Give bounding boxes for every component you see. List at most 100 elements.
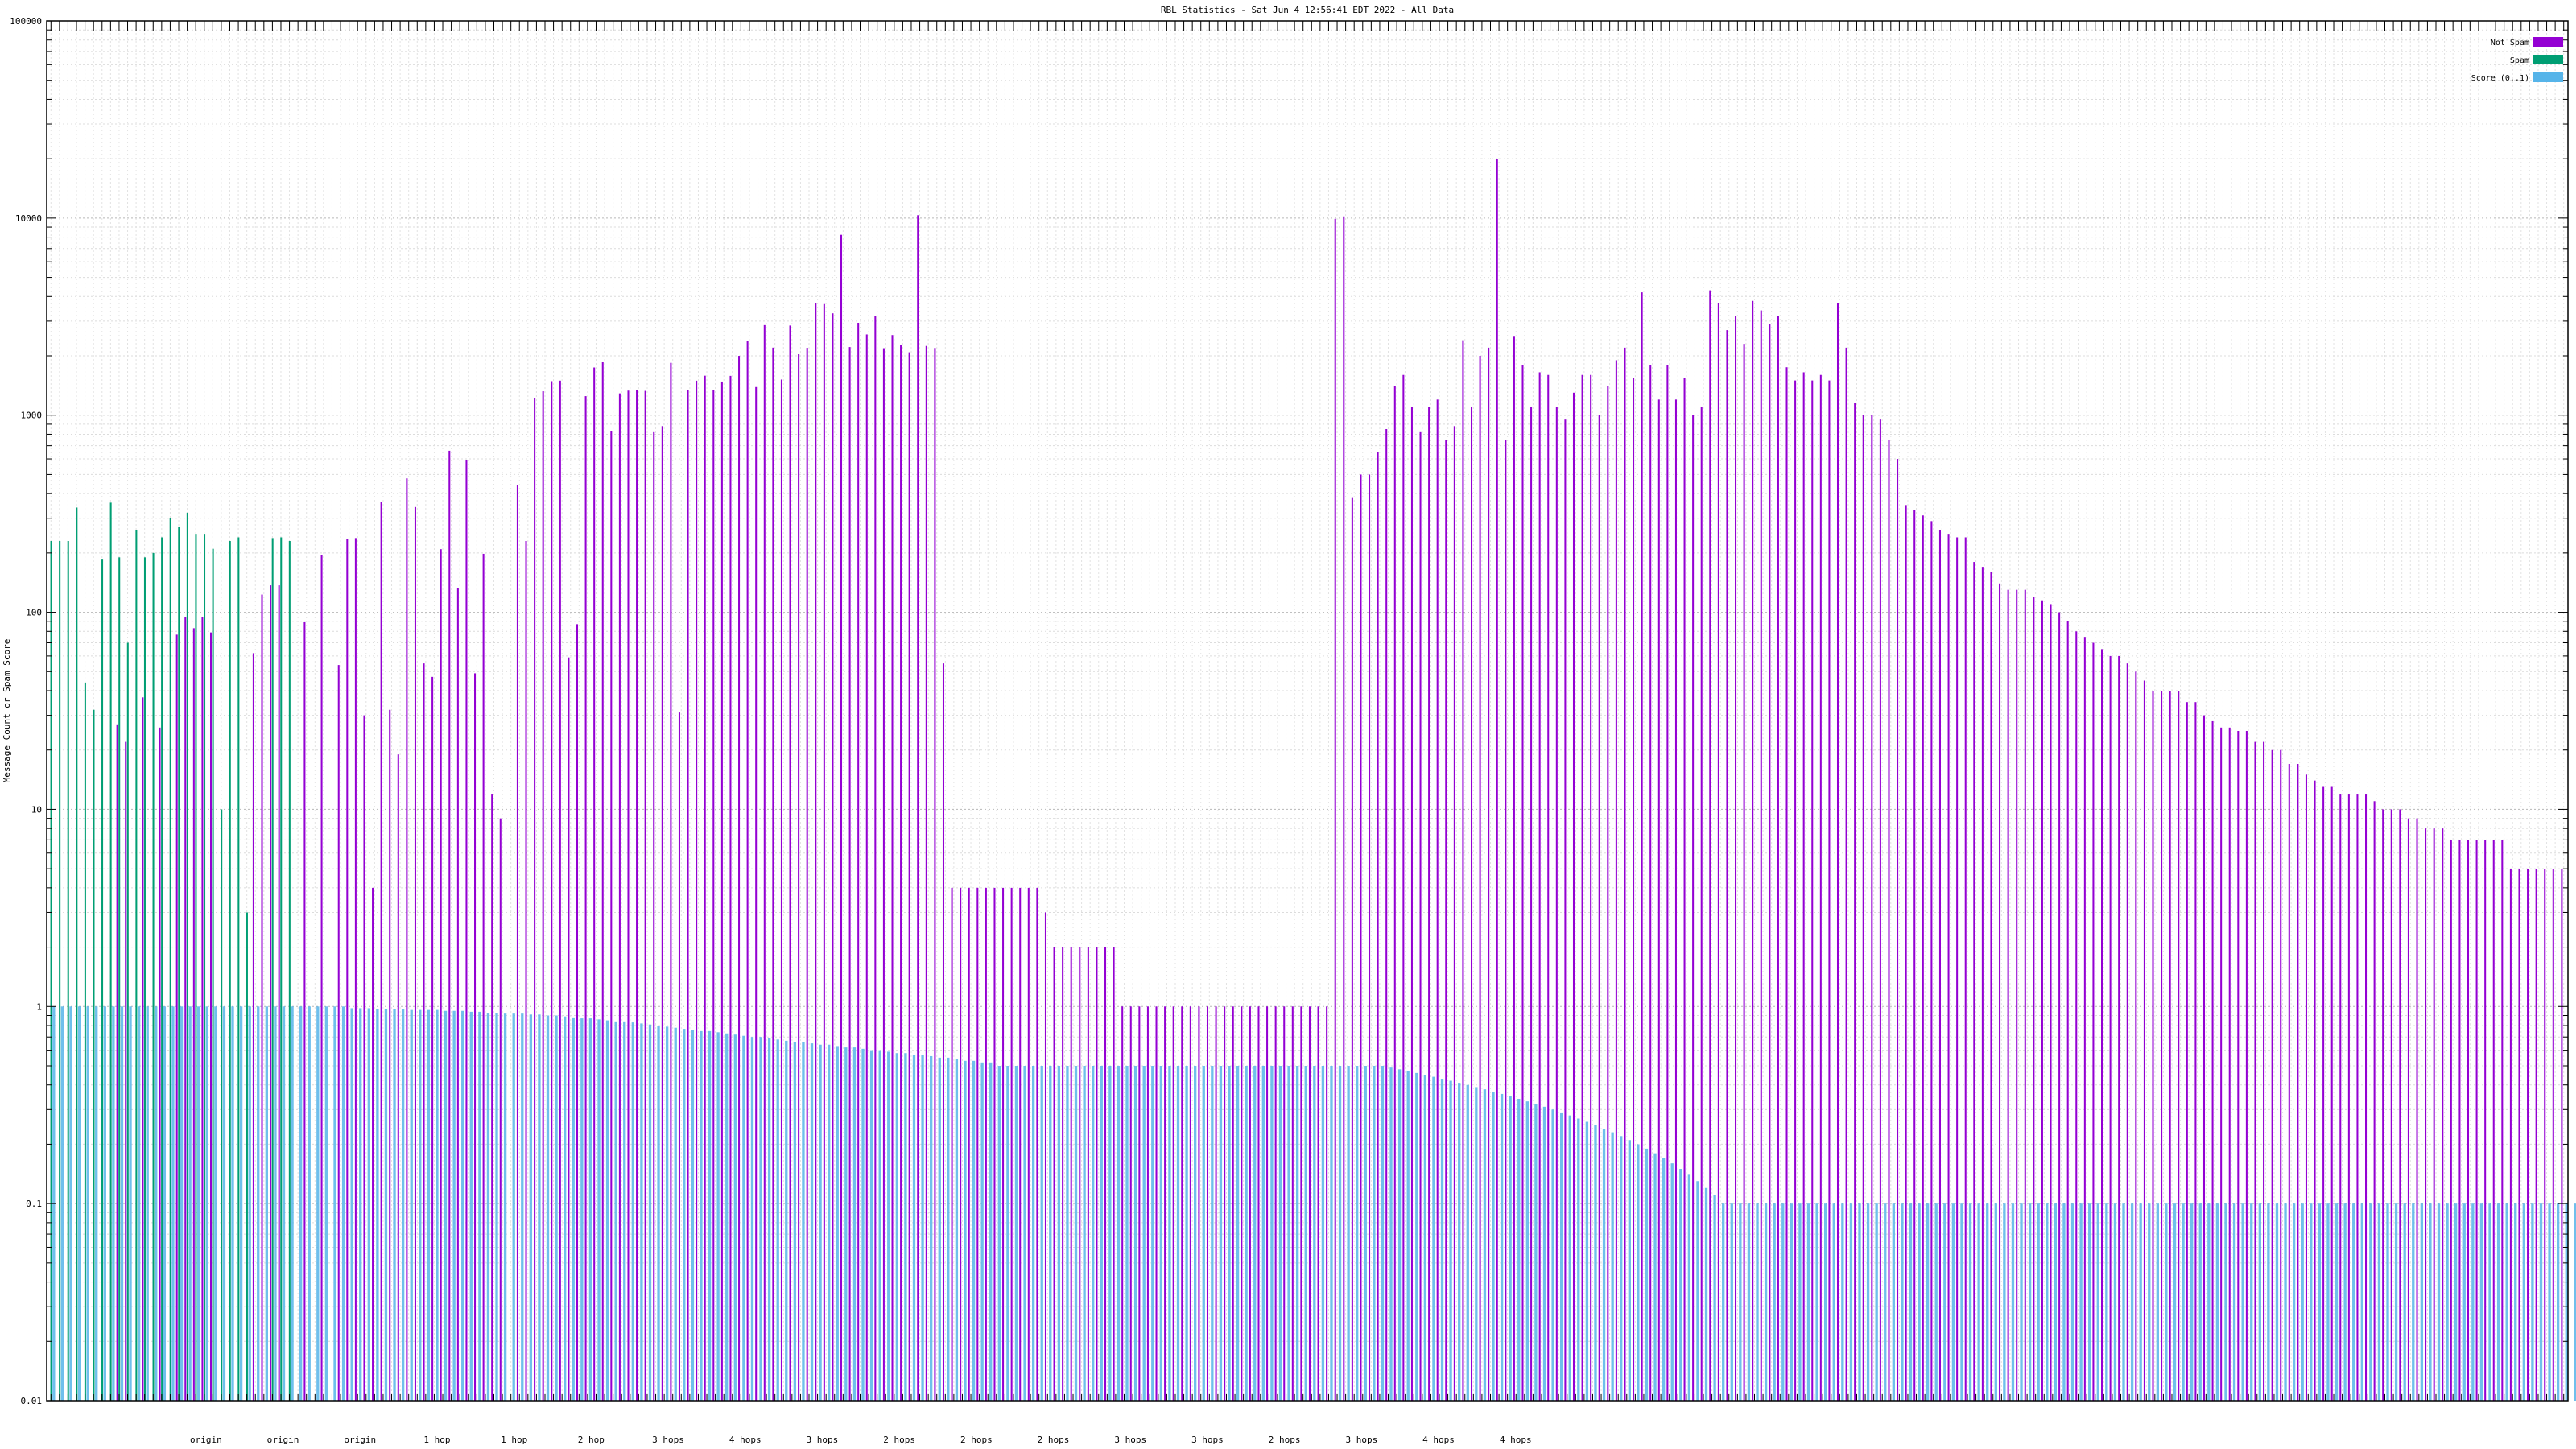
bar-spam-20 [221,809,223,1401]
bar-not-spam-64 [593,367,596,1402]
bar-not-spam-59 [551,381,553,1402]
bar-not-spam-94 [848,347,851,1401]
bar-score-0-1--158 [1397,1069,1402,1401]
bar-score-0-1--240 [2096,1203,2099,1401]
bar-score-0-1--34 [341,1006,345,1401]
bar-not-spam-51 [482,553,485,1401]
bar-score-0-1--76 [700,1030,703,1401]
bar-not-spam-55 [516,485,518,1401]
x-tick-label: origin [344,1435,376,1445]
bar-not-spam-219 [1913,510,1916,1401]
bar-score-0-1--241 [2105,1203,2108,1401]
bar-not-spam-242 [2109,655,2112,1401]
bar-score-0-1--56 [529,1014,533,1401]
bar-score-0-1--2 [69,1006,72,1401]
bar-not-spam-48 [456,588,459,1401]
bar-not-spam-175 [1538,372,1541,1401]
bar-score-0-1--6 [103,1006,106,1401]
bar-score-0-1--66 [614,1021,617,1401]
bar-spam-19 [212,548,214,1401]
bar-score-0-1--26 [274,1006,277,1401]
bar-score-0-1--111 [997,1065,1001,1401]
bar-not-spam-260 [2263,741,2265,1401]
x-tick-label: 3 hops [807,1435,839,1445]
bar-score-0-1--78 [716,1032,720,1401]
bar-score-0-1--133 [1185,1065,1188,1401]
bar-not-spam-73 [670,362,672,1402]
bar-not-spam-61 [568,657,570,1401]
y-axis-ticks: 0.01 0.1 1 10 100 1000 10000 100000 [10,16,2568,1406]
bar-score-0-1--28 [291,1006,294,1401]
bar-score-0-1--102 [921,1055,924,1401]
bar-not-spam-107 [960,887,962,1401]
bar-score-0-1--84 [767,1038,771,1401]
y-tick-label: 100000 [10,16,42,27]
bar-not-spam-224 [1956,537,1959,1401]
bar-score-0-1--247 [2156,1203,2160,1401]
bar-not-spam-69 [636,390,638,1402]
bar-score-0-1--211 [1849,1203,1853,1401]
bar-score-0-1--200 [1756,1203,1759,1401]
bar-not-spam-56 [525,540,527,1401]
bar-score-0-1--233 [2037,1203,2040,1401]
bar-not-spam-60 [559,380,561,1402]
bar-score-0-1--27 [282,1006,286,1401]
bar-score-0-1--161 [1423,1075,1427,1401]
bar-score-0-1--152 [1347,1065,1350,1401]
bar-not-spam-233 [2033,597,2035,1401]
bar-not-spam-25 [261,594,263,1401]
bar-score-0-1--103 [929,1055,933,1401]
bar-not-spam-270 [2347,794,2350,1401]
bar-score-0-1--278 [2420,1203,2424,1401]
bar-not-spam-99 [891,335,894,1402]
bar-score-0-1--65 [605,1020,609,1401]
bar-score-0-1--38 [376,1009,379,1401]
bar-score-0-1--144 [1278,1065,1282,1401]
bar-score-0-1--50 [478,1011,481,1401]
bar-spam-28 [288,540,291,1401]
bar-not-spam-143 [1266,1006,1269,1401]
bar-spam-1 [59,540,61,1401]
bar-not-spam-173 [1521,365,1524,1401]
bar-not-spam-139 [1232,1006,1234,1401]
bar-not-spam-136 [1206,1006,1209,1401]
bar-not-spam-113 [1010,887,1013,1401]
bar-not-spam-244 [2126,663,2128,1401]
bar-not-spam-185 [1624,347,1626,1402]
bar-not-spam-189 [1657,399,1660,1402]
bar-score-0-1--221 [1934,1203,1938,1401]
bar-score-0-1--62 [580,1018,584,1401]
bar-score-0-1--279 [2429,1203,2432,1401]
bar-score-0-1--183 [1611,1132,1614,1401]
bar-not-spam-215 [1879,419,1881,1401]
bar-not-spam-145 [1283,1006,1286,1401]
bar-score-0-1--143 [1270,1065,1274,1401]
bar-not-spam-102 [917,215,919,1402]
bar-not-spam-117 [1044,912,1046,1401]
bar-score-0-1--85 [776,1039,779,1401]
bar-score-0-1--61 [572,1017,575,1401]
bar-score-0-1--262 [2284,1203,2287,1401]
bar-not-spam-231 [2016,589,2018,1401]
bar-score-0-1--106 [955,1059,959,1401]
bar-not-spam-118 [1053,947,1055,1401]
bar-score-0-1--81 [742,1035,745,1401]
bar-marks [50,159,2576,1402]
bar-not-spam-198 [1735,316,1737,1402]
bar-score-0-1--18 [205,1006,208,1401]
bar-score-0-1--53 [503,1013,507,1401]
bar-not-spam-291 [2527,869,2529,1401]
bar-score-0-1--14 [171,1006,175,1401]
legend-label-0: Not Spam [2491,39,2529,47]
bar-score-0-1--264 [2301,1203,2304,1401]
bar-not-spam-252 [2194,702,2197,1401]
bar-score-0-1--89 [810,1043,814,1401]
bar-not-spam-148 [1308,1006,1311,1401]
bar-score-0-1--197 [1730,1203,1733,1401]
bar-not-spam-235 [2050,604,2052,1401]
bar-score-0-1--57 [538,1014,541,1401]
bar-score-0-1--12 [155,1006,158,1401]
bar-score-0-1--166 [1466,1084,1469,1401]
bar-not-spam-26 [270,585,272,1401]
bar-score-0-1--138 [1228,1065,1231,1401]
